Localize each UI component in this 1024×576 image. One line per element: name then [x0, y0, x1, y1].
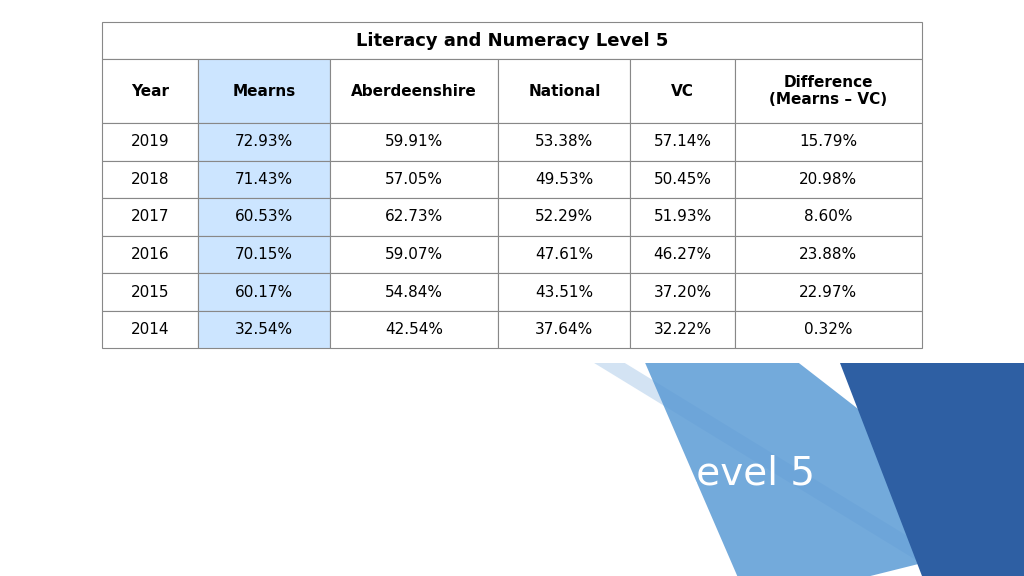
Bar	[499, 59, 631, 123]
Text: 57.14%: 57.14%	[653, 134, 712, 149]
Bar	[499, 198, 631, 236]
Bar	[102, 236, 198, 273]
Text: 71.43%: 71.43%	[234, 172, 293, 187]
Text: 32.22%: 32.22%	[653, 322, 712, 337]
Text: 59.07%: 59.07%	[385, 247, 443, 262]
Bar	[198, 198, 330, 236]
Text: Literacy and Numeracy at SCQF Level 5: Literacy and Numeracy at SCQF Level 5	[41, 454, 815, 492]
Bar	[102, 123, 198, 161]
Text: 60.17%: 60.17%	[234, 285, 293, 300]
Bar	[102, 198, 198, 236]
Bar	[330, 198, 499, 236]
Bar	[499, 161, 631, 198]
Text: Mearns: Mearns	[232, 84, 296, 98]
Text: 42.54%: 42.54%	[385, 322, 443, 337]
Text: Year: Year	[131, 84, 169, 98]
Text: 53.38%: 53.38%	[536, 134, 594, 149]
Bar	[102, 22, 922, 59]
Bar	[330, 236, 499, 273]
Text: 15.79%: 15.79%	[800, 134, 857, 149]
Bar	[198, 273, 330, 311]
Text: 54.84%: 54.84%	[385, 285, 443, 300]
Bar	[198, 123, 330, 161]
Bar	[102, 311, 198, 348]
Text: 47.61%: 47.61%	[536, 247, 593, 262]
Bar	[330, 311, 499, 348]
Bar	[330, 273, 499, 311]
Bar	[735, 59, 922, 123]
Text: Difference
(Mearns – VC): Difference (Mearns – VC)	[769, 75, 888, 107]
Text: 2014: 2014	[131, 322, 169, 337]
Bar	[499, 123, 631, 161]
Bar	[735, 311, 922, 348]
Bar	[735, 161, 922, 198]
Bar	[631, 236, 735, 273]
Text: 51.93%: 51.93%	[653, 210, 712, 225]
Text: National: National	[528, 84, 600, 98]
Text: 43.51%: 43.51%	[536, 285, 593, 300]
Text: 72.93%: 72.93%	[234, 134, 293, 149]
Text: 2019: 2019	[131, 134, 170, 149]
Text: 2017: 2017	[131, 210, 169, 225]
Bar	[499, 311, 631, 348]
Bar	[735, 198, 922, 236]
Text: 32.54%: 32.54%	[234, 322, 293, 337]
Bar	[735, 273, 922, 311]
Bar	[735, 123, 922, 161]
Bar	[631, 59, 735, 123]
Text: 0.32%: 0.32%	[804, 322, 853, 337]
Bar	[198, 59, 330, 123]
Text: 46.27%: 46.27%	[653, 247, 712, 262]
Bar	[330, 123, 499, 161]
Bar	[499, 236, 631, 273]
Text: 23.88%: 23.88%	[800, 247, 857, 262]
Text: 2016: 2016	[131, 247, 170, 262]
Bar	[499, 273, 631, 311]
Bar	[330, 161, 499, 198]
Bar	[631, 311, 735, 348]
Bar	[102, 273, 198, 311]
Text: 2015: 2015	[131, 285, 169, 300]
Text: 62.73%: 62.73%	[385, 210, 443, 225]
Bar	[102, 161, 198, 198]
Bar	[102, 59, 198, 123]
Text: 52.29%: 52.29%	[536, 210, 593, 225]
Bar	[198, 161, 330, 198]
Text: 37.20%: 37.20%	[653, 285, 712, 300]
Text: 59.91%: 59.91%	[385, 134, 443, 149]
Polygon shape	[594, 363, 973, 576]
Text: 60.53%: 60.53%	[234, 210, 293, 225]
Bar	[735, 236, 922, 273]
Bar	[631, 198, 735, 236]
Text: 8.60%: 8.60%	[804, 210, 853, 225]
Bar	[198, 311, 330, 348]
Text: VC: VC	[671, 84, 694, 98]
Text: 70.15%: 70.15%	[234, 247, 293, 262]
Text: 50.45%: 50.45%	[653, 172, 712, 187]
Text: 22.97%: 22.97%	[800, 285, 857, 300]
Bar	[631, 273, 735, 311]
Text: 49.53%: 49.53%	[536, 172, 594, 187]
Text: 37.64%: 37.64%	[536, 322, 594, 337]
Text: 2018: 2018	[131, 172, 169, 187]
Bar	[631, 161, 735, 198]
Text: Aberdeenshire: Aberdeenshire	[351, 84, 477, 98]
Text: 57.05%: 57.05%	[385, 172, 443, 187]
Polygon shape	[840, 363, 1024, 576]
Polygon shape	[645, 363, 1024, 576]
Bar	[330, 59, 499, 123]
Text: Literacy and Numeracy Level 5: Literacy and Numeracy Level 5	[355, 32, 669, 50]
Bar	[631, 123, 735, 161]
Bar	[198, 236, 330, 273]
Text: 20.98%: 20.98%	[800, 172, 857, 187]
